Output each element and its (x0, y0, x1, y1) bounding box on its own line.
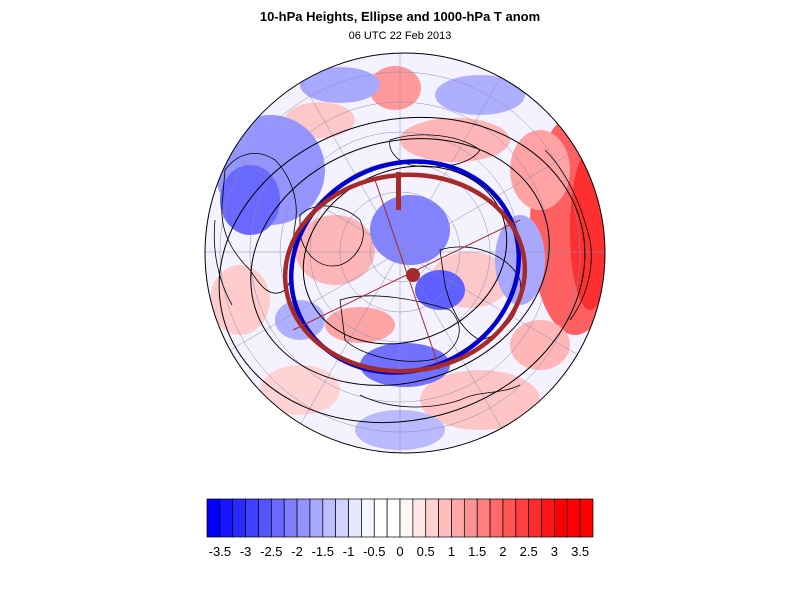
colorbar-swatch (245, 498, 259, 538)
colorbar-tick-label: -1.5 (311, 544, 334, 559)
colorbar-swatch (438, 498, 452, 538)
ellipse-tick-marker (396, 172, 401, 210)
colorbar-swatch (476, 498, 491, 538)
height-contour-highlight (288, 159, 522, 375)
height-contour-outer (218, 116, 586, 424)
colorbar-swatch (322, 498, 337, 538)
warm-anomaly-west-center (295, 215, 375, 285)
colorbar-swatch (541, 498, 555, 538)
colorbar-swatch (386, 498, 401, 538)
height-contour-middle (250, 138, 550, 386)
cold-anomaly-core-northwest (220, 165, 280, 235)
coastline-europe (339, 295, 460, 362)
coastline-africa-north (359, 384, 521, 408)
coastline-west (213, 219, 233, 306)
colorbar-swatch (232, 498, 246, 538)
colorbar-swatch (399, 498, 414, 538)
ellipse-center-marker (406, 268, 420, 282)
map-border (204, 52, 606, 454)
colorbar-tick-labels: -3.5 -3 -2.5 -2 -1.5 -1 -0.5 0 0.5 1 1.5 2 2.5 3 3.5 (0, 544, 800, 564)
colorbar-swatch (296, 498, 311, 538)
warm-anomaly-southwest-edge (260, 365, 340, 415)
colorbar-tick-label: 2 (499, 544, 507, 559)
colorbar-swatch (489, 498, 504, 538)
colorbar-tick-label: 2.5 (519, 544, 538, 559)
colorbar-swatch (451, 498, 465, 538)
colorbar-tick-label: -0.5 (363, 544, 386, 559)
colorbar-swatch (412, 498, 427, 538)
warm-anomaly-north-center (400, 118, 510, 162)
colorbar-swatch (270, 498, 285, 538)
colorbar-swatch (335, 498, 349, 538)
warm-anomaly-top (369, 66, 421, 110)
colorbar-swatch (502, 498, 517, 538)
colorbar-tick-label: -2 (291, 544, 303, 559)
colorbar-swatch (206, 498, 221, 538)
cold-anomaly-top-right (435, 75, 525, 115)
colorbar-swatch (528, 498, 542, 538)
colorbar-tick-label: 0 (396, 544, 404, 559)
cold-anomaly-center-core (415, 270, 465, 310)
colorbar-swatch (309, 498, 324, 538)
colorbar-swatch (373, 498, 388, 538)
colorbar-swatch (515, 498, 530, 538)
colorbar-tick-label: 1.5 (468, 544, 487, 559)
colorbar-swatch (283, 498, 298, 538)
colorbar-swatch (348, 498, 362, 538)
colorbar-tick-label: -1 (342, 544, 355, 559)
colorbar-tick-label: 3.5 (571, 544, 590, 559)
cold-anomaly-south (360, 343, 450, 387)
cold-anomaly-center (370, 195, 450, 265)
colorbar (206, 498, 594, 538)
coastline-east-asia (544, 149, 592, 321)
colorbar-tick-label: 1 (447, 544, 456, 559)
colorbar-swatch (463, 498, 478, 538)
warm-anomaly-southwest (325, 307, 395, 343)
colorbar-swatch (579, 498, 594, 538)
coastline-alaska (389, 134, 481, 168)
colorbar-swatch (219, 498, 234, 538)
fitted-ellipse (282, 172, 528, 374)
colorbar-tick-label: -2.5 (260, 544, 283, 559)
warm-anomaly-southeast (510, 320, 570, 370)
colorbar-tick-label: -3 (239, 544, 252, 559)
map-title: 10-hPa Heights, Ellipse and 1000-hPa T a… (259, 9, 541, 24)
colorbar-swatch (566, 498, 581, 538)
colorbar-swatch (425, 498, 439, 538)
map-subtitle: 06 UTC 22 Feb 2013 (348, 30, 452, 42)
cold-anomaly-top-left (300, 67, 380, 103)
height-contours (218, 116, 586, 424)
map-disc (205, 53, 605, 453)
warm-anomaly-west-edge (210, 265, 270, 335)
colorbar-tick-label: 3 (550, 544, 559, 559)
colorbar-tick-label: -3.5 (208, 544, 232, 559)
colorbar-swatch (361, 498, 375, 538)
coastline-greenland (299, 205, 364, 267)
warm-anomaly-northeast (510, 130, 570, 210)
colorbar-tick-label: 0.5 (416, 544, 435, 559)
colorbar-swatch (554, 498, 568, 538)
colorbar-swatch (258, 498, 272, 538)
